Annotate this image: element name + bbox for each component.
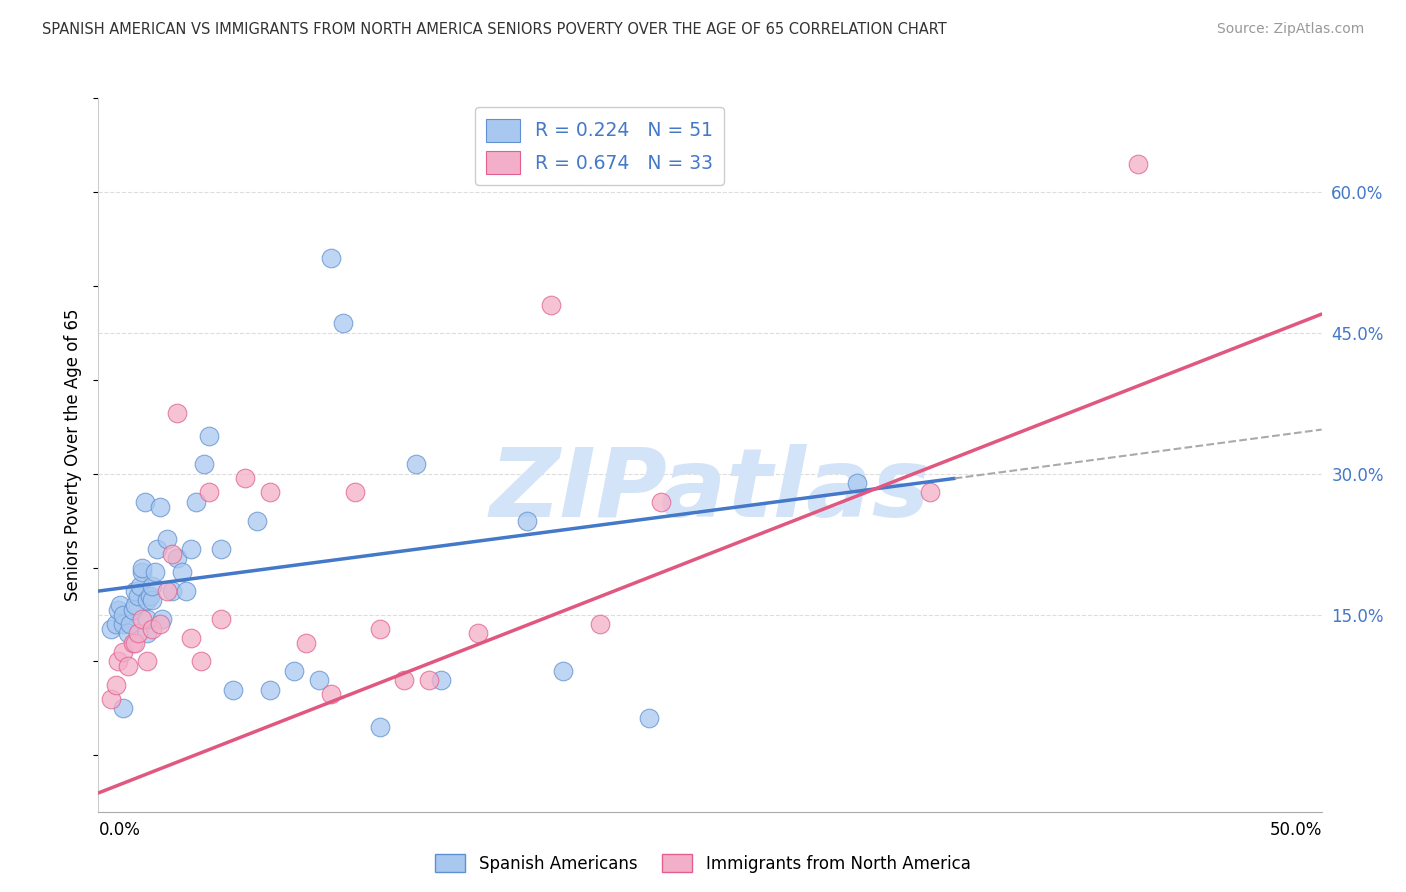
Point [392, 673, 416, 688]
Point [430, 673, 453, 688]
Point [141, 593, 163, 607]
Point [136, 655, 159, 669]
Point [139, 589, 162, 603]
Point [405, 458, 427, 472]
Text: SPANISH AMERICAN VS IMMIGRANTS FROM NORTH AMERICA SENIORS POVERTY OVER THE AGE O: SPANISH AMERICAN VS IMMIGRANTS FROM NORT… [42, 22, 946, 37]
Point [308, 673, 330, 688]
Point [104, 678, 127, 692]
Point [129, 579, 152, 593]
Point [920, 485, 942, 500]
Point [143, 566, 166, 580]
Point [650, 495, 672, 509]
Point [259, 682, 281, 697]
Point [146, 541, 169, 556]
Point [180, 631, 202, 645]
Point [141, 622, 163, 636]
Point [553, 664, 575, 678]
Point [190, 655, 212, 669]
Point [127, 626, 149, 640]
Point [166, 551, 188, 566]
Point [540, 298, 562, 312]
Point [295, 636, 318, 650]
Point [180, 541, 202, 556]
Point [111, 607, 134, 622]
Point [136, 626, 159, 640]
Point [209, 541, 232, 556]
Point [197, 429, 219, 443]
Point [156, 584, 179, 599]
Point [1128, 157, 1150, 171]
Point [104, 616, 127, 631]
Legend: Spanish Americans, Immigrants from North America: Spanish Americans, Immigrants from North… [429, 847, 977, 880]
Point [160, 584, 183, 599]
Point [209, 612, 232, 626]
Point [222, 682, 245, 697]
Point [124, 598, 146, 612]
Text: 0.0%: 0.0% [98, 822, 141, 839]
Point [131, 566, 153, 580]
Point [136, 593, 159, 607]
Y-axis label: Seniors Poverty Over the Age of 65: Seniors Poverty Over the Age of 65 [65, 309, 83, 601]
Point [418, 673, 440, 688]
Point [149, 616, 172, 631]
Point [319, 251, 342, 265]
Point [149, 500, 172, 514]
Point [589, 616, 612, 631]
Point [166, 406, 188, 420]
Point [186, 495, 208, 509]
Point [134, 495, 156, 509]
Point [176, 584, 198, 599]
Point [197, 485, 219, 500]
Point [117, 626, 139, 640]
Point [100, 622, 122, 636]
Point [344, 485, 367, 500]
Text: ZIPatlas: ZIPatlas [489, 444, 931, 537]
Point [124, 636, 146, 650]
Point [127, 589, 149, 603]
Point [319, 687, 342, 701]
Point [120, 616, 142, 631]
Point [136, 612, 159, 626]
Point [515, 514, 537, 528]
Point [121, 603, 143, 617]
Point [467, 626, 489, 640]
Point [368, 720, 391, 734]
Point [233, 471, 256, 485]
Point [111, 645, 134, 659]
Point [332, 317, 354, 331]
Text: Source: ZipAtlas.com: Source: ZipAtlas.com [1216, 22, 1364, 37]
Point [124, 584, 146, 599]
Point [141, 579, 163, 593]
Point [121, 636, 143, 650]
Legend: R = 0.224   N = 51, R = 0.674   N = 33: R = 0.224 N = 51, R = 0.674 N = 33 [475, 108, 724, 186]
Point [160, 547, 183, 561]
Point [283, 664, 305, 678]
Point [170, 566, 193, 580]
Point [246, 514, 269, 528]
Point [107, 655, 129, 669]
Point [368, 622, 391, 636]
Point [131, 560, 153, 574]
Point [117, 659, 139, 673]
Point [100, 692, 122, 706]
Point [150, 612, 173, 626]
Point [107, 603, 129, 617]
Text: 50.0%: 50.0% [1270, 822, 1322, 839]
Point [111, 701, 134, 715]
Point [259, 485, 281, 500]
Point [845, 476, 868, 491]
Point [638, 711, 661, 725]
Point [111, 616, 134, 631]
Point [131, 612, 153, 626]
Point [156, 533, 179, 547]
Point [193, 458, 215, 472]
Point [110, 598, 132, 612]
